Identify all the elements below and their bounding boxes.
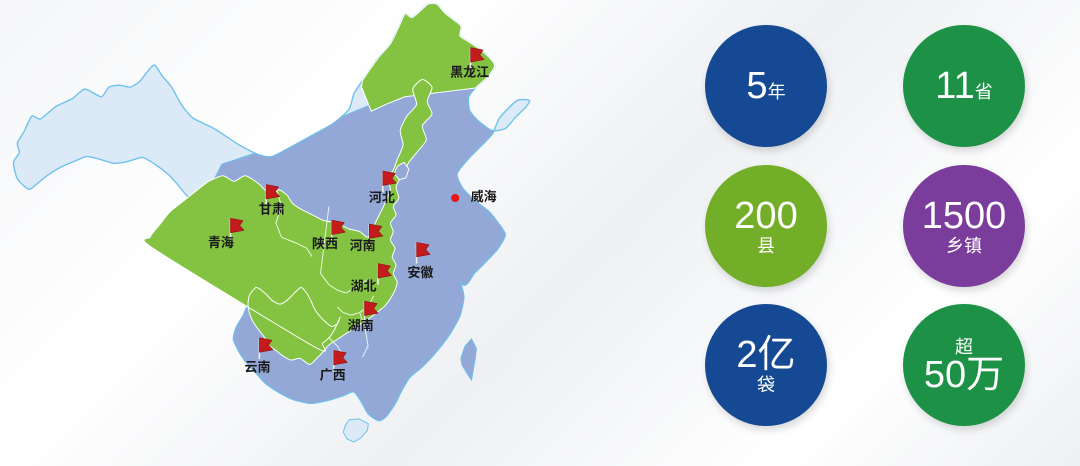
- svg-text:云南: 云南: [244, 357, 270, 376]
- svg-text:河北: 河北: [369, 187, 395, 206]
- svg-text:陕西: 陕西: [312, 233, 338, 252]
- svg-text:湖南: 湖南: [348, 315, 374, 334]
- svg-text:威海: 威海: [471, 186, 497, 205]
- svg-text:广西: 广西: [320, 364, 346, 383]
- svg-text:甘肃: 甘肃: [259, 198, 285, 217]
- svg-text:河南: 河南: [350, 235, 376, 254]
- svg-text:湖北: 湖北: [351, 276, 377, 295]
- svg-text:安徽: 安徽: [407, 262, 433, 281]
- svg-text:青海: 青海: [208, 232, 234, 251]
- svg-text:黑龙江: 黑龙江: [450, 62, 489, 81]
